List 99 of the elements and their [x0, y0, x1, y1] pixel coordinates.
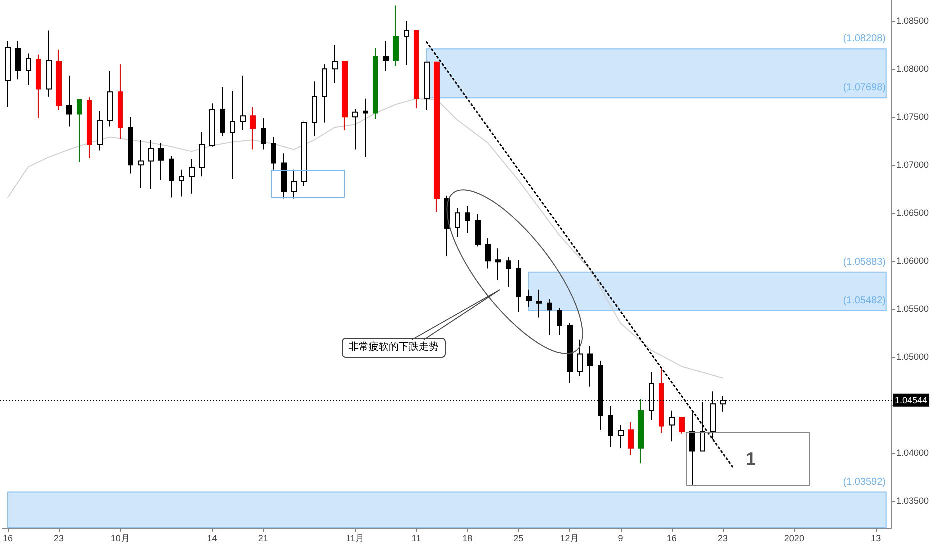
candlestick — [485, 238, 491, 270]
y-tick-label: 1.06000 — [896, 256, 930, 266]
y-tick-label: 1.07500 — [896, 112, 930, 122]
candlestick — [261, 118, 266, 150]
x-tick-label: 18 — [462, 534, 473, 544]
candlestick — [46, 30, 52, 98]
candlestick — [301, 121, 307, 187]
candlestick — [220, 86, 225, 137]
candlestick — [332, 44, 338, 84]
candlestick — [373, 48, 378, 120]
candlestick — [404, 20, 409, 66]
candlestick — [506, 256, 511, 288]
y-tick-label: 1.05500 — [896, 304, 930, 314]
candlestick — [393, 5, 399, 67]
candlestick — [547, 299, 552, 336]
y-tick-label: 1.03500 — [896, 496, 930, 506]
candlestick — [587, 346, 593, 388]
candlestick — [312, 81, 317, 137]
callout-box: 非常疲软的下跌走势 — [342, 338, 446, 358]
annotation: (1.05482) — [843, 295, 886, 306]
candlestick — [414, 30, 419, 109]
candlestick — [5, 40, 11, 108]
candlestick — [383, 40, 389, 72]
candlestick — [56, 49, 62, 111]
y-tick-label: 1.06500 — [896, 208, 930, 218]
candlestick — [679, 417, 685, 434]
x-tick-label: 25 — [514, 534, 524, 544]
candlestick — [199, 132, 205, 178]
x-tick-label: 14 — [207, 534, 218, 544]
candlestick — [363, 98, 368, 158]
candlestick — [148, 140, 154, 190]
candlestick — [138, 140, 144, 189]
candlestick — [628, 422, 634, 456]
x-tick-label: 2020 — [784, 534, 804, 544]
x-tick-label: 9 — [618, 534, 624, 544]
candlestick — [465, 206, 470, 234]
candlestick — [97, 110, 103, 152]
candlestick — [567, 323, 573, 384]
annotation: (1.07698) — [843, 82, 886, 94]
y-tick-label: 1.08000 — [896, 64, 930, 74]
ref-line-label: 1.04544 — [895, 395, 928, 406]
candlestick — [475, 214, 481, 248]
candlestick — [240, 75, 246, 132]
annotation: (1.03592) — [843, 476, 886, 488]
y-tick-label: 1.05000 — [896, 352, 930, 362]
candlestick — [352, 108, 358, 150]
x-tick-label: 21 — [258, 534, 268, 544]
candlestick — [526, 289, 532, 308]
candlestick — [291, 169, 297, 200]
candlestick — [250, 107, 256, 150]
candlestick — [66, 75, 72, 128]
y-tick-label: 1.08500 — [896, 16, 930, 26]
x-tick-label: 16 — [2, 534, 13, 544]
candlestick — [230, 90, 235, 180]
candlestick — [638, 398, 644, 464]
candlestick — [281, 153, 287, 200]
annotation: (1.05883) — [843, 256, 886, 268]
candlestick — [77, 99, 82, 163]
candlestick — [26, 53, 31, 86]
x-tick-label: 16 — [666, 534, 677, 544]
candlestick — [659, 368, 664, 434]
annotation: 1 — [746, 449, 756, 470]
x-tick-label: 12月 — [560, 534, 580, 544]
x-tick-label: 23 — [54, 534, 64, 544]
candlestick — [495, 248, 501, 281]
x-tick-label: 23 — [718, 534, 728, 544]
x-tick-label: 11 — [412, 534, 422, 544]
candlestick — [189, 158, 195, 194]
candlestick — [179, 169, 184, 198]
candlestick — [342, 60, 348, 132]
x-tick-label: 13 — [871, 534, 882, 544]
candlestick — [608, 406, 613, 448]
x-tick-label: 11月 — [346, 534, 364, 544]
candlestick — [516, 260, 521, 312]
annotation: 非常疲软的下跌走势 — [349, 342, 439, 353]
candlestick — [322, 64, 327, 124]
candlestick — [424, 62, 430, 111]
line-series — [7, 98, 724, 379]
candlestick — [36, 54, 41, 119]
y-tick-label: 1.04000 — [896, 448, 930, 458]
candlestick — [618, 424, 624, 449]
candlestick — [434, 62, 440, 213]
candlestick — [107, 70, 113, 128]
y-tick-label: 1.07000 — [896, 160, 930, 170]
candlestick — [209, 103, 215, 148]
annotation: (1.08208) — [843, 34, 886, 45]
candlestick — [577, 339, 583, 377]
candlestick — [128, 116, 133, 174]
candlestick — [455, 208, 460, 238]
candlestick — [536, 289, 542, 318]
candlestick — [158, 142, 164, 181]
candlestick — [669, 410, 675, 442]
x-tick-label: 10月 — [110, 534, 130, 544]
candlestick — [271, 136, 276, 170]
candlestick — [15, 40, 21, 80]
candlestick — [87, 96, 92, 159]
candlestick — [169, 156, 174, 198]
candlestick — [118, 64, 123, 140]
candlestick — [557, 308, 562, 336]
